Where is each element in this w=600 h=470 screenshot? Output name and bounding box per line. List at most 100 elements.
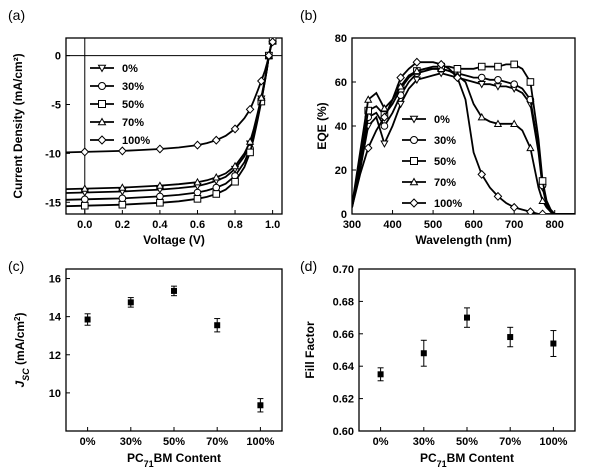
panel-label: (b) bbox=[300, 7, 317, 23]
series-line-70pct bbox=[66, 40, 274, 190]
data-point bbox=[538, 177, 547, 185]
data-point bbox=[212, 183, 221, 192]
data-point bbox=[396, 73, 405, 83]
data-point bbox=[246, 148, 254, 157]
x-tick-label: 100% bbox=[246, 436, 274, 448]
data-point bbox=[118, 146, 127, 156]
data-point bbox=[118, 194, 127, 203]
legend-label: 0% bbox=[434, 114, 450, 126]
data-point bbox=[80, 184, 89, 192]
y-axis-title: JSC (mA/cm2) bbox=[13, 313, 32, 388]
data-point bbox=[477, 62, 486, 71]
data-point bbox=[193, 195, 202, 203]
x-tick-label: 0.2 bbox=[115, 219, 130, 231]
legend-label: 70% bbox=[434, 177, 456, 189]
data-point bbox=[412, 76, 422, 85]
plot-frame bbox=[65, 37, 283, 215]
data-point bbox=[212, 173, 221, 181]
x-tick-label: 400 bbox=[383, 219, 401, 231]
data-point bbox=[380, 122, 389, 130]
y-tick-label: 0.68 bbox=[333, 296, 354, 308]
legend-label: 30% bbox=[434, 135, 456, 147]
legend-marker bbox=[409, 177, 419, 186]
data-point bbox=[494, 62, 502, 71]
legend-marker bbox=[97, 135, 107, 145]
y-tick-label: 0.60 bbox=[333, 426, 354, 438]
x-tick-label: 50% bbox=[456, 436, 478, 448]
data-point bbox=[84, 316, 91, 323]
x-tick-label: 30% bbox=[120, 436, 142, 448]
panel-a-jv-curves: (a) 0.0 0.2 0.4 0.6 0.8 1.0 0 -5 -10 -15 Voltage (V… bbox=[8, 7, 283, 247]
x-axis-title: Wavelength (nm) bbox=[415, 233, 511, 247]
legend-marker bbox=[409, 198, 419, 208]
data-point bbox=[493, 83, 503, 91]
data-point bbox=[507, 334, 514, 341]
x-tick-label: 100% bbox=[539, 436, 567, 448]
data-point bbox=[526, 207, 535, 214]
data-point bbox=[477, 112, 486, 121]
legend: 0% 30% 50% 70% 100% bbox=[402, 114, 462, 210]
data-point bbox=[155, 181, 165, 189]
x-tick-label: 50% bbox=[163, 436, 185, 448]
x-axis-title: PC71BM Content bbox=[127, 451, 221, 469]
data-point bbox=[156, 192, 164, 201]
plot-frame bbox=[358, 268, 576, 432]
data-point bbox=[193, 140, 202, 150]
legend-label: 0% bbox=[122, 63, 138, 75]
data-point bbox=[464, 314, 470, 321]
data-point bbox=[257, 402, 264, 409]
data-point bbox=[380, 140, 389, 148]
data-point bbox=[538, 209, 547, 214]
data-point bbox=[380, 112, 389, 122]
legend-marker bbox=[97, 117, 107, 126]
panel-label: (a) bbox=[8, 7, 25, 23]
data-point bbox=[412, 66, 422, 75]
data-point bbox=[380, 104, 389, 112]
x-tick-label: 70% bbox=[206, 436, 228, 448]
data-point bbox=[231, 177, 239, 186]
legend-label: 50% bbox=[122, 99, 144, 111]
data-point bbox=[396, 100, 405, 109]
y-tick-label: -10 bbox=[45, 148, 61, 160]
x-tick-label: 700 bbox=[505, 219, 523, 231]
x-tick-label: 0.0 bbox=[77, 219, 92, 231]
y-axis-title: EQE (%) bbox=[315, 102, 329, 149]
x-tick-label: 0% bbox=[373, 436, 389, 448]
data-point bbox=[526, 78, 535, 86]
data-point bbox=[477, 81, 486, 89]
x-tick-label: 30% bbox=[413, 436, 435, 448]
data-point bbox=[538, 196, 547, 204]
data-point bbox=[230, 124, 240, 134]
x-tick-label: 0.6 bbox=[190, 219, 205, 231]
data-point bbox=[477, 73, 486, 82]
data-point bbox=[230, 161, 240, 170]
data-point bbox=[364, 95, 373, 103]
x-axis-title: Voltage (V) bbox=[143, 233, 205, 247]
legend-marker bbox=[97, 64, 107, 73]
data-point bbox=[212, 190, 221, 198]
data-point bbox=[245, 137, 255, 145]
x-tick-label: 500 bbox=[424, 219, 442, 231]
y-tick-label: 80 bbox=[335, 33, 347, 45]
data-point bbox=[80, 147, 90, 157]
y-tick-label: 0 bbox=[341, 209, 347, 221]
data-point bbox=[214, 322, 221, 329]
y-tick-label: 40 bbox=[335, 121, 347, 133]
data-point bbox=[477, 169, 487, 179]
data-point bbox=[509, 202, 519, 212]
y-tick-label: 60 bbox=[335, 77, 347, 89]
legend-marker bbox=[409, 115, 419, 124]
panel-c-jsc-plot: (c) 0% 30% 50% 70% 100% 10 12 14 16 PC71BM Content… bbox=[8, 258, 283, 469]
x-tick-label: 600 bbox=[464, 219, 482, 231]
y-tick-label: -15 bbox=[45, 197, 61, 209]
y-tick-label: 0.62 bbox=[333, 394, 354, 406]
y-axis-title: Fill Factor bbox=[303, 321, 317, 379]
x-tick-label: 70% bbox=[499, 436, 521, 448]
data-point bbox=[268, 38, 277, 47]
series-line-50pct bbox=[66, 40, 274, 208]
panel-d-fill-factor-plot: (d) 0% 30% 50% 70% 100% 0.60 0.62 0.64 0.66 0.68 0.… bbox=[300, 258, 576, 469]
data-point bbox=[526, 143, 535, 152]
legend-label: 30% bbox=[122, 81, 144, 93]
data-point bbox=[155, 144, 165, 154]
